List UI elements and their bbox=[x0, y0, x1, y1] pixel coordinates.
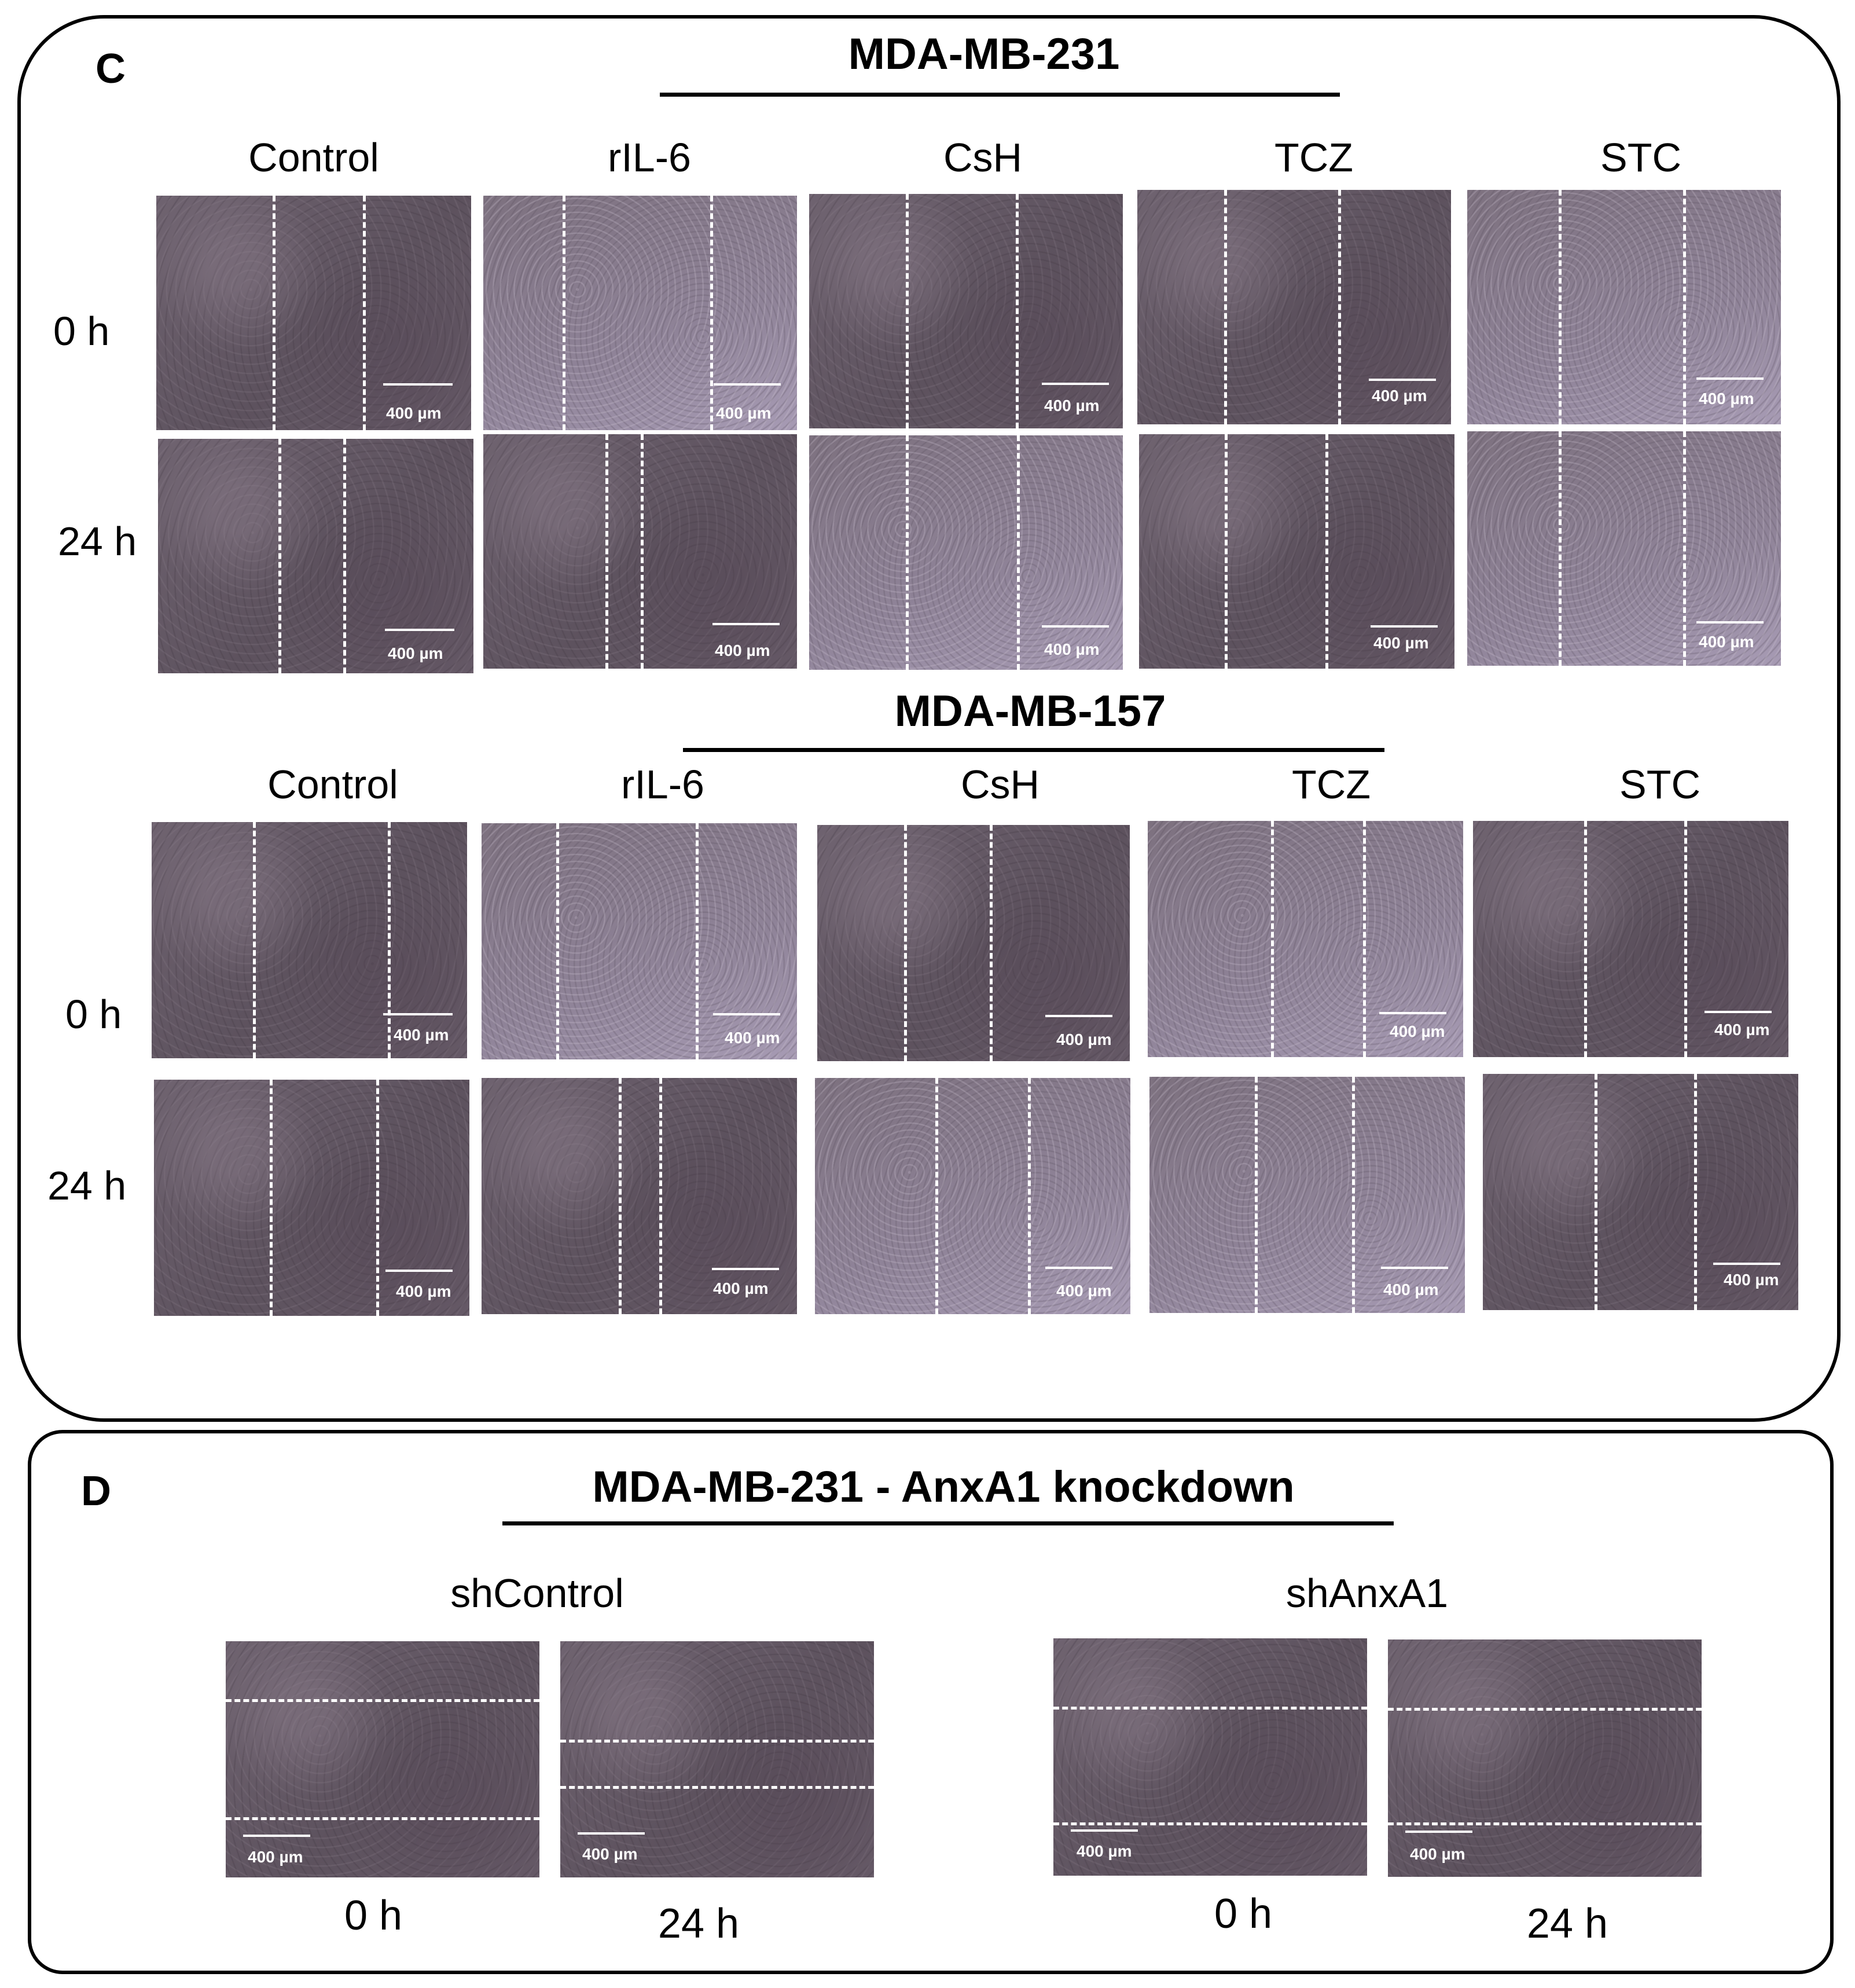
scale-bar-label: 400 µm bbox=[1714, 1021, 1770, 1039]
panel-d-frame bbox=[28, 1430, 1834, 1974]
row-label-231-24h: 24 h bbox=[58, 519, 137, 564]
col-label-231-tcz: TCZ bbox=[1274, 135, 1354, 180]
scale-bar-label: 400 µm bbox=[1724, 1271, 1779, 1289]
micrograph-157-control-0h: 400 µm bbox=[152, 822, 467, 1058]
scale-bar-label: 400 µm bbox=[1077, 1842, 1132, 1860]
time-label-shanxa1-24h: 24 h bbox=[1526, 1901, 1608, 1947]
scale-bar-label: 400 µm bbox=[715, 641, 770, 659]
scale-bar-label: 400 µm bbox=[396, 1282, 451, 1300]
row-label-157-0h: 0 h bbox=[65, 992, 122, 1037]
micrograph-231-stc-24h: 400 µm bbox=[1467, 431, 1781, 666]
scale-bar-label: 400 µm bbox=[1410, 1845, 1465, 1863]
micrograph-157-csh-24h: 400 µm bbox=[815, 1078, 1130, 1314]
micrograph-157-tcz-24h: 400 µm bbox=[1149, 1077, 1465, 1313]
cell-line-title-157: MDA-MB-157 bbox=[894, 687, 1166, 736]
scale-bar-label: 400 µm bbox=[1056, 1282, 1112, 1300]
micrograph-231-control-0h: 400 µm bbox=[156, 196, 471, 430]
micrograph-157-tcz-0h: 400 µm bbox=[1148, 821, 1463, 1057]
time-label-shcontrol-24h: 24 h bbox=[657, 1901, 740, 1947]
micrograph-231-ril6-24h: 400 µm bbox=[483, 434, 797, 669]
scale-bar-label: 400 µm bbox=[394, 1026, 449, 1044]
micrograph-231-tcz-0h: 400 µm bbox=[1137, 190, 1451, 424]
micrograph-157-stc-24h: 400 µm bbox=[1483, 1074, 1798, 1310]
cell-line-title-231: MDA-MB-231 bbox=[848, 30, 1120, 79]
scale-bar-label: 400 µm bbox=[1390, 1022, 1445, 1040]
micrograph-157-stc-0h: 400 µm bbox=[1473, 821, 1788, 1057]
micrograph-shanxa1-0h: 400 µm bbox=[1053, 1638, 1367, 1876]
scale-bar-label: 400 µm bbox=[582, 1845, 638, 1863]
time-label-shcontrol-0h: 0 h bbox=[344, 1892, 403, 1939]
panel-c-frame bbox=[17, 15, 1841, 1422]
scale-bar-label: 400 µm bbox=[1372, 387, 1427, 405]
micrograph-shanxa1-24h: 400 µm bbox=[1388, 1639, 1702, 1877]
title-underline-157 bbox=[683, 748, 1384, 752]
micrograph-157-ril6-0h: 400 µm bbox=[482, 823, 797, 1059]
panel-d-title-underline bbox=[502, 1521, 1394, 1525]
micrograph-231-tcz-24h: 400 µm bbox=[1139, 434, 1454, 669]
micrograph-231-stc-0h: 400 µm bbox=[1467, 190, 1781, 424]
scale-bar-label: 400 µm bbox=[1699, 633, 1754, 651]
scale-bar-label: 400 µm bbox=[248, 1848, 303, 1866]
title-underline-231 bbox=[660, 93, 1340, 97]
time-label-shanxa1-0h: 0 h bbox=[1214, 1891, 1273, 1937]
micrograph-shcontrol-24h: 400 µm bbox=[560, 1641, 874, 1877]
micrograph-231-csh-0h: 400 µm bbox=[809, 194, 1123, 428]
col-label-231-csh: CsH bbox=[943, 135, 1023, 180]
col-label-231-control: Control bbox=[248, 135, 379, 180]
group-label-shanxa1: shAnxA1 bbox=[1285, 1571, 1449, 1616]
col-label-157-tcz: TCZ bbox=[1291, 762, 1371, 807]
row-label-231-0h: 0 h bbox=[53, 309, 110, 354]
scale-bar-label: 400 µm bbox=[386, 404, 442, 422]
scale-bar-label: 400 µm bbox=[725, 1029, 780, 1047]
panel-c-letter: C bbox=[95, 46, 126, 92]
scale-bar-label: 400 µm bbox=[1373, 634, 1429, 652]
col-label-157-control: Control bbox=[267, 762, 398, 807]
col-label-157-stc: STC bbox=[1619, 762, 1700, 807]
scale-bar-label: 400 µm bbox=[1699, 390, 1754, 408]
group-label-shcontrol: shControl bbox=[450, 1571, 624, 1616]
scale-bar-label: 400 µm bbox=[716, 404, 772, 422]
micrograph-157-csh-0h: 400 µm bbox=[817, 825, 1130, 1061]
col-label-157-csh: CsH bbox=[960, 762, 1040, 807]
col-label-231-ril6: rIL-6 bbox=[608, 135, 691, 180]
scale-bar-label: 400 µm bbox=[1383, 1281, 1439, 1299]
scale-bar-label: 400 µm bbox=[1044, 397, 1100, 415]
scale-bar-label: 400 µm bbox=[1056, 1030, 1112, 1048]
micrograph-shcontrol-0h: 400 µm bbox=[226, 1641, 539, 1877]
micrograph-231-ril6-0h: 400 µm bbox=[483, 196, 797, 430]
panel-d-letter: D bbox=[81, 1468, 111, 1514]
scale-bar-label: 400 µm bbox=[713, 1279, 769, 1297]
scale-bar-label: 400 µm bbox=[388, 644, 443, 662]
micrograph-231-control-24h: 400 µm bbox=[158, 439, 473, 673]
row-label-157-24h: 24 h bbox=[47, 1163, 127, 1208]
col-label-231-stc: STC bbox=[1600, 135, 1681, 180]
col-label-157-ril6: rIL-6 bbox=[621, 762, 704, 807]
micrograph-157-control-24h: 400 µm bbox=[154, 1080, 469, 1316]
panel-d-title: MDA-MB-231 - AnxA1 knockdown bbox=[592, 1462, 1295, 1512]
scale-bar-label: 400 µm bbox=[1044, 640, 1100, 658]
micrograph-157-ril6-24h: 400 µm bbox=[482, 1078, 797, 1314]
micrograph-231-csh-24h: 400 µm bbox=[809, 435, 1123, 670]
